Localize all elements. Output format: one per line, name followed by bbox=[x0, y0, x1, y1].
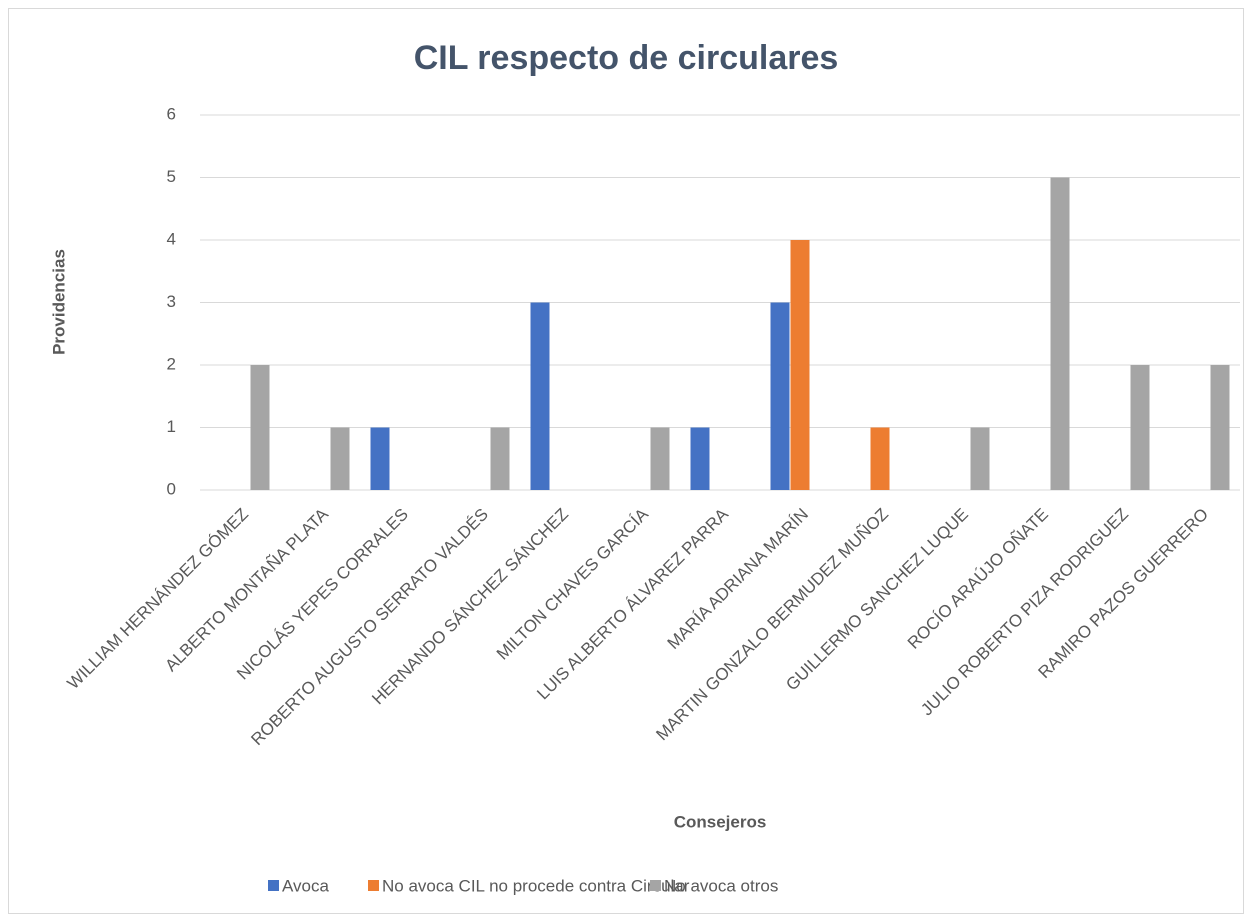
legend-label: No avoca CIL no procede contra Circular bbox=[382, 876, 690, 895]
x-axis-title: Consejeros bbox=[674, 812, 767, 831]
bar bbox=[870, 427, 890, 490]
bar bbox=[970, 427, 990, 490]
y-axis-title: Providencias bbox=[49, 249, 68, 355]
bar bbox=[370, 427, 390, 490]
y-tick-label: 0 bbox=[167, 479, 176, 498]
bar bbox=[690, 427, 710, 490]
bar bbox=[650, 427, 670, 490]
bar bbox=[770, 302, 790, 490]
chart-border bbox=[8, 8, 1244, 914]
bar bbox=[250, 365, 270, 490]
bar bbox=[1210, 365, 1230, 490]
legend-label: Avoca bbox=[282, 876, 329, 895]
legend-swatch bbox=[368, 880, 379, 891]
legend-swatch bbox=[268, 880, 279, 891]
y-tick-label: 1 bbox=[167, 417, 176, 436]
y-tick-label: 5 bbox=[167, 167, 176, 186]
bar bbox=[1130, 365, 1150, 490]
y-tick-label: 3 bbox=[167, 292, 176, 311]
y-tick-label: 2 bbox=[167, 354, 176, 373]
legend-label: No avoca otros bbox=[664, 876, 778, 895]
legend-swatch bbox=[650, 880, 661, 891]
y-tick-label: 4 bbox=[167, 229, 176, 248]
bar bbox=[490, 427, 510, 490]
bar bbox=[530, 302, 550, 490]
y-tick-label: 6 bbox=[167, 104, 176, 123]
bar bbox=[1050, 177, 1070, 490]
chart-title: CIL respecto de circulares bbox=[414, 39, 839, 77]
bar bbox=[790, 240, 810, 490]
bar bbox=[330, 427, 350, 490]
